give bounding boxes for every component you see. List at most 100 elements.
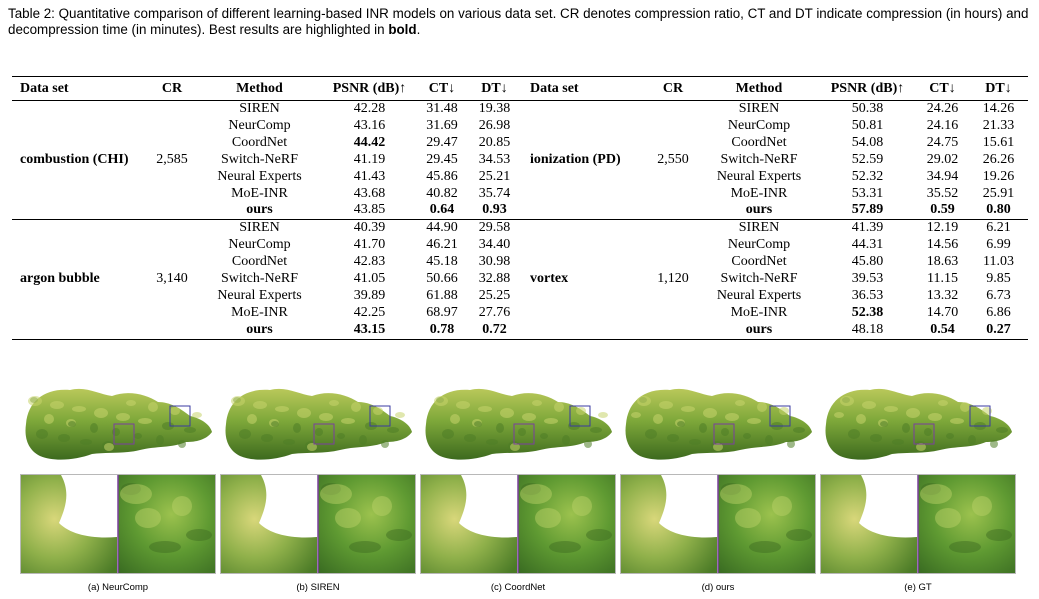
method-cell: Switch-NeRF bbox=[720, 271, 798, 287]
table-row: Neural Experts 41.43 45.86 25.21 Neural Expe… bbox=[12, 169, 1028, 186]
column-header: CR bbox=[662, 80, 684, 96]
volume-rendering-image bbox=[20, 380, 216, 468]
metric-cell: 11.15 bbox=[927, 271, 958, 287]
method-cell: Switch-NeRF bbox=[720, 151, 798, 167]
metric-cell: 34.40 bbox=[478, 237, 511, 253]
table-row: NeurComp 41.70 46.21 34.40 NeurComp 44.31 14.5… bbox=[12, 237, 1028, 254]
method-cell: ours bbox=[745, 321, 773, 337]
method-cell: CoordNet bbox=[231, 134, 288, 150]
metric-cell: 39.89 bbox=[353, 287, 386, 303]
metric-cell: 14.26 bbox=[982, 101, 1015, 116]
metric-cell: 35.52 bbox=[926, 185, 959, 201]
metric-cell: 50.66 bbox=[426, 271, 458, 287]
volume-rendering-image bbox=[820, 380, 1016, 468]
metric-cell: 42.28 bbox=[353, 101, 386, 116]
table-header-row: Data set CR Method PSNR (dB)↑ CT↓ DT↓ Data set… bbox=[12, 76, 1028, 101]
volume-rendering-image bbox=[420, 380, 616, 468]
method-cell: ours bbox=[745, 202, 773, 218]
metric-cell: 0.54 bbox=[930, 321, 955, 337]
method-cell: ours bbox=[246, 202, 273, 218]
metric-cell: 6.21 bbox=[986, 220, 1011, 236]
subfigure-label: (d) ours bbox=[701, 582, 735, 593]
column-header: CT↓ bbox=[929, 80, 956, 96]
metric-cell: 14.56 bbox=[926, 237, 959, 253]
table-row: argon bubble 3,140 SIREN 40.39 44.90 29.58 vor… bbox=[12, 220, 1028, 286]
compression-ratio-cell: 2,585 bbox=[156, 151, 188, 167]
metric-cell: 41.43 bbox=[353, 168, 386, 184]
column-header: Data set bbox=[20, 80, 69, 96]
metric-cell: 52.59 bbox=[851, 151, 884, 167]
metric-cell: 0.78 bbox=[429, 321, 455, 337]
metric-cell: 52.38 bbox=[851, 304, 884, 320]
metric-cell: 26.98 bbox=[478, 117, 511, 133]
method-cell: MoE-INR bbox=[730, 304, 788, 320]
table-row: MoE-INR 42.25 68.97 27.76 MoE-INR 52.38 14.70 6… bbox=[12, 305, 1028, 322]
metric-cell: 21.33 bbox=[982, 117, 1015, 133]
method-cell: MoE-INR bbox=[730, 185, 788, 201]
metric-cell: 41.70 bbox=[353, 237, 386, 253]
subfigure-label: (e) GT bbox=[904, 582, 932, 593]
method-cell: CoordNet bbox=[731, 134, 787, 150]
zoomed-detail-image bbox=[220, 474, 416, 574]
metric-cell: 34.94 bbox=[926, 168, 959, 184]
metric-cell: 24.16 bbox=[926, 117, 959, 133]
zoomed-detail-image bbox=[420, 474, 616, 574]
metric-cell: 18.63 bbox=[926, 254, 959, 270]
caption-bold-word: bold bbox=[388, 22, 417, 37]
metric-cell: 25.25 bbox=[478, 287, 511, 303]
zoomed-detail-image bbox=[620, 474, 816, 574]
table-row: ours 43.15 0.78 0.72 ours 48.18 0.54 0.27 bbox=[12, 322, 1028, 339]
table-group: combustion (CHI) 2,585 SIREN 42.28 31.48 19.3… bbox=[12, 101, 1028, 220]
column-header: DT↓ bbox=[985, 80, 1012, 96]
metric-cell: 29.47 bbox=[426, 134, 458, 150]
metric-cell: 48.18 bbox=[851, 321, 884, 337]
metric-cell: 6.73 bbox=[986, 287, 1011, 303]
metric-cell: 57.89 bbox=[851, 202, 884, 218]
method-cell: Switch-NeRF bbox=[221, 151, 298, 167]
table-row: CoordNet 42.83 45.18 30.98 CoordNet 45.80 18.6… bbox=[12, 254, 1028, 271]
metric-cell: 42.83 bbox=[353, 254, 386, 270]
metric-cell: 24.75 bbox=[926, 134, 959, 150]
metric-cell: 50.81 bbox=[851, 117, 884, 133]
metric-cell: 44.42 bbox=[353, 134, 386, 150]
metric-cell: 44.90 bbox=[426, 220, 458, 236]
volume-rendering-image bbox=[220, 380, 416, 468]
metric-cell: 43.16 bbox=[353, 117, 386, 133]
metric-cell: 61.88 bbox=[426, 287, 458, 303]
metric-cell: 20.85 bbox=[478, 134, 511, 150]
zoomed-detail-image bbox=[820, 474, 1016, 574]
caption-text: Table 2: Quantitative comparison of diff… bbox=[8, 6, 1029, 37]
method-cell: ours bbox=[246, 321, 273, 337]
metric-cell: 31.48 bbox=[426, 101, 458, 116]
metric-cell: 44.31 bbox=[851, 237, 884, 253]
column-header: Method bbox=[735, 80, 783, 96]
method-cell: SIREN bbox=[239, 101, 280, 116]
zoomed-detail-image bbox=[20, 474, 216, 574]
metric-cell: 0.72 bbox=[482, 321, 507, 337]
method-cell: Neural Experts bbox=[217, 287, 302, 303]
table-caption: Table 2: Quantitative comparison of diff… bbox=[8, 6, 1033, 38]
subfigure-label: (b) SIREN bbox=[296, 582, 340, 593]
column-header: PSNR (dB)↑ bbox=[830, 80, 905, 96]
metric-cell: 6.86 bbox=[986, 304, 1011, 320]
method-cell: SIREN bbox=[738, 220, 780, 236]
metric-cell: 0.64 bbox=[429, 202, 455, 218]
metric-cell: 14.70 bbox=[926, 304, 959, 320]
method-cell: NeurComp bbox=[727, 117, 791, 133]
metric-cell: 42.25 bbox=[353, 304, 386, 320]
table-row: MoE-INR 43.68 40.82 35.74 MoE-INR 53.31 35.52 2… bbox=[12, 186, 1028, 203]
volume-rendering-image bbox=[620, 380, 816, 468]
method-cell: MoE-INR bbox=[231, 304, 288, 320]
metric-cell: 19.26 bbox=[982, 168, 1015, 184]
method-cell: SIREN bbox=[738, 101, 780, 116]
table-row: Switch-NeRF 41.05 50.66 32.88 Switch-NeRF 39.… bbox=[12, 271, 1028, 288]
metric-cell: 0.93 bbox=[482, 202, 507, 218]
metric-cell: 36.53 bbox=[851, 287, 884, 303]
metric-cell: 68.97 bbox=[426, 304, 458, 320]
metric-cell: 0.59 bbox=[930, 202, 955, 218]
metric-cell: 24.26 bbox=[926, 101, 959, 116]
compression-ratio-cell: 1,120 bbox=[657, 271, 689, 287]
metric-cell: 15.61 bbox=[982, 134, 1015, 150]
metric-cell: 0.80 bbox=[986, 202, 1011, 218]
metric-cell: 11.03 bbox=[983, 254, 1014, 270]
